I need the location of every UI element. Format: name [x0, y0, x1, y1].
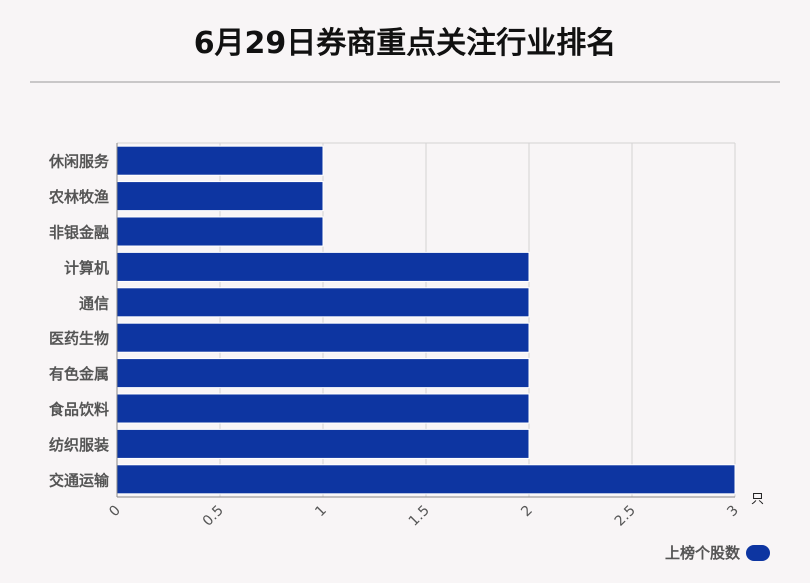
legend-label: 上榜个股数 [664, 544, 740, 562]
bar-5 [116, 322, 530, 353]
x-tick-label: 1 [312, 503, 330, 521]
legend[interactable]: 上榜个股数 [665, 542, 770, 563]
category-label: 交通运输 [49, 471, 110, 489]
category-label: 通信 [79, 294, 109, 312]
bar-7 [116, 393, 530, 424]
category-label: 有色金属 [49, 365, 109, 383]
category-label: 休闲服务 [48, 153, 110, 171]
bar-2 [116, 216, 324, 247]
bar-3 [116, 251, 530, 282]
category-label: 食品饮料 [49, 401, 109, 419]
category-label: 医药生物 [49, 330, 109, 348]
legend-swatch [746, 544, 770, 561]
bar-1 [116, 181, 324, 212]
chart-title: 6月29日券商重点关注行业排名 [193, 26, 617, 61]
x-tick-label: 3 [724, 503, 742, 521]
bar-8 [116, 428, 530, 459]
bar-6 [116, 358, 530, 389]
x-tick-label: 0 [106, 503, 124, 521]
x-unit-label: 只 [751, 492, 764, 507]
title-divider [30, 81, 780, 83]
x-tick-label: 2 [518, 503, 536, 521]
x-tick-label: 0.5 [200, 503, 227, 530]
category-label: 农林牧渔 [48, 188, 109, 206]
x-tick-label: 1.5 [406, 503, 433, 530]
category-label: 计算机 [64, 259, 109, 277]
x-tick-label: 2.5 [612, 503, 639, 530]
bar-0 [116, 145, 324, 176]
category-label: 非银金融 [49, 224, 109, 242]
bar-9 [116, 464, 736, 495]
category-label: 纺织服装 [49, 436, 110, 454]
bar-4 [116, 287, 530, 318]
